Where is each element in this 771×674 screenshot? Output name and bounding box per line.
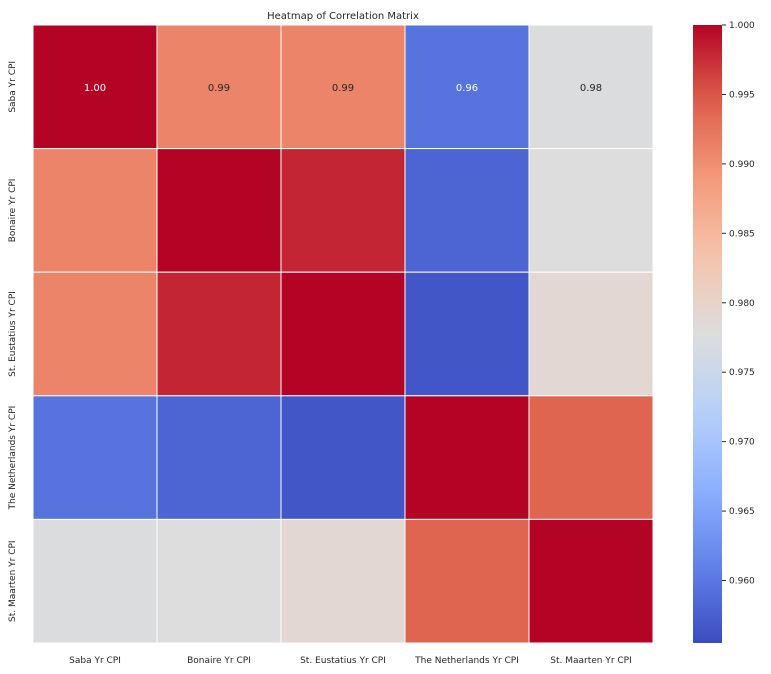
y-tick-label: St. Eustatius Yr CPI [8, 291, 18, 377]
heatmap-cell-r3-c3 [404, 395, 530, 520]
heatmap-cell-r3-c1 [156, 395, 282, 520]
heatmap-cell-r0-c0 [32, 24, 158, 150]
heatmap-cell-r2-c0 [32, 271, 158, 397]
heatmap-cell-r1-c2 [280, 148, 406, 273]
heatmap-cell-r1-c3 [404, 148, 530, 273]
chart-title: Heatmap of Correlation Matrix [267, 11, 419, 22]
x-tick-label: Bonaire Yr CPI [187, 656, 251, 666]
colorbar-tick-label: 0.965 [729, 507, 755, 517]
heatmap-cell-r4-c2 [280, 518, 406, 644]
heatmap-cell-r2-c3 [404, 271, 530, 397]
y-tick-label: Bonaire Yr CPI [8, 179, 18, 243]
heatmap-cell-r4-c1 [156, 518, 282, 644]
heatmap-cell-r4-c0 [32, 518, 158, 644]
heatmap-cell-r2-c4 [528, 271, 654, 397]
cell-annotation: 0.99 [332, 83, 354, 94]
x-tick-label: St. Maarten Yr CPI [550, 656, 632, 666]
x-tick-label: Saba Yr CPI [69, 656, 121, 666]
heatmap-cell-r4-c4 [528, 518, 654, 644]
heatmap-cell-r2-c1 [156, 271, 282, 397]
heatmap-cell-r3-c0 [32, 395, 158, 520]
colorbar-tick-label: 0.960 [729, 577, 755, 587]
y-axis-labels: Saba Yr CPI Bonaire Yr CPI St. Eustatius Y… [8, 61, 18, 622]
colorbar-tick-label: 0.995 [729, 90, 755, 100]
heatmap-cell-r3-c2 [280, 395, 406, 520]
heatmap-cell-r1-c1 [156, 148, 282, 273]
heatmap-cell-r4-c3 [404, 518, 530, 644]
heatmap-cells: 1.00 0.99 0.99 0.96 0.98 [32, 24, 654, 644]
y-tick-label: Saba Yr CPI [8, 61, 18, 113]
heatmap-cell-r0-c1 [156, 24, 282, 150]
y-tick-label: The Netherlands Yr CPI [8, 406, 18, 511]
cell-annotation: 0.99 [208, 83, 230, 94]
x-tick-label: The Netherlands Yr CPI [414, 656, 519, 666]
colorbar-tick-label: 0.980 [729, 299, 755, 309]
y-tick-label: St. Maarten Yr CPI [8, 540, 18, 622]
colorbar-tick-label: 0.970 [729, 438, 755, 448]
cell-annotation: 1.00 [84, 83, 106, 94]
heatmap-cell-r1-c4 [528, 148, 654, 273]
cell-annotation: 0.96 [456, 83, 478, 94]
colorbar-tick-label: 0.990 [729, 160, 755, 170]
x-tick-label: St. Eustatius Yr CPI [300, 656, 386, 666]
heatmap-cell-r0-c2 [280, 24, 406, 150]
colorbar: 0.960 0.965 0.970 0.975 0.980 0.985 0.990 0.995… [693, 21, 755, 643]
colorbar-tick-label: 0.985 [729, 229, 755, 239]
heatmap-cell-r3-c4 [528, 395, 654, 520]
x-axis-labels: Saba Yr CPI Bonaire Yr CPI St. Eustatius Y… [69, 656, 632, 666]
heatmap-cell-r0-c3 [404, 24, 530, 150]
colorbar-tick-label: 1.000 [729, 21, 755, 31]
heatmap-cell-r2-c2 [280, 271, 406, 397]
colorbar-gradient [693, 25, 722, 643]
heatmap-cell-r0-c4 [528, 24, 654, 150]
heatmap-cell-r1-c0 [32, 148, 158, 273]
cell-annotation: 0.98 [580, 83, 602, 94]
colorbar-tick-label: 0.975 [729, 368, 755, 378]
